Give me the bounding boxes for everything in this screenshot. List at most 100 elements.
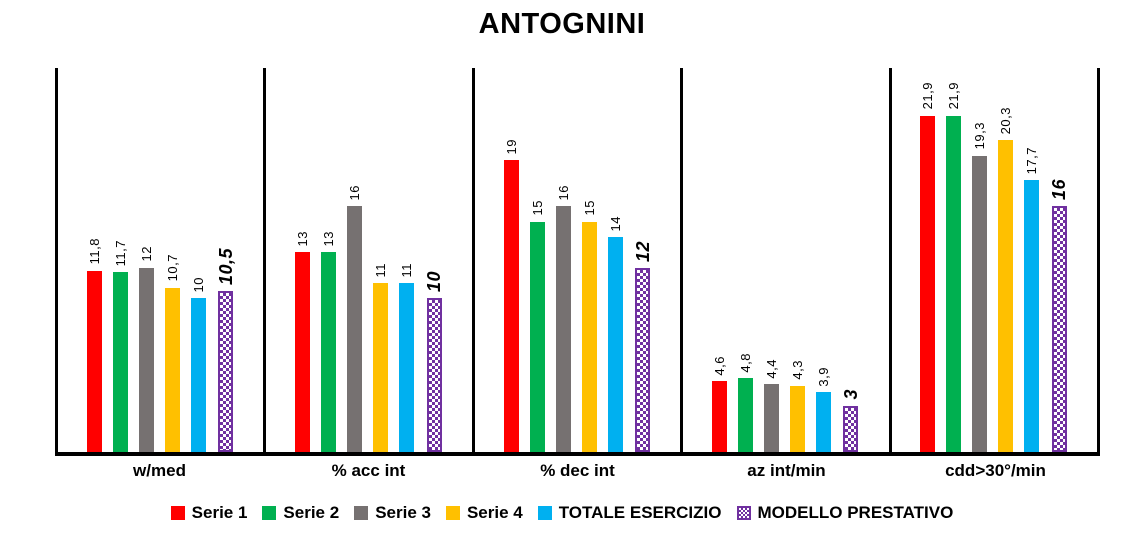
bar-value-label: 14 [607, 215, 623, 231]
legend-item: MODELLO PRESTATIVO [736, 503, 954, 523]
bar [843, 405, 859, 452]
bar [920, 115, 936, 452]
bar-value-label: 19 [503, 138, 519, 155]
bar-value-label: 13 [295, 230, 311, 247]
legend-swatch [354, 506, 369, 520]
legend-item: Serie 2 [262, 503, 339, 523]
category-axis: w/med % acc int % dec int az int/min cdd>30°… [55, 461, 1100, 481]
bar-cell: 21,9 [920, 68, 936, 452]
bar-value-label: 16 [347, 184, 363, 201]
legend-swatch [170, 506, 185, 520]
legend-swatch [736, 506, 751, 520]
bar [972, 155, 988, 452]
bar [399, 283, 415, 452]
bar-value-label: 4,3 [789, 360, 805, 380]
bar-value-label: 15 [581, 200, 597, 216]
bar [581, 221, 597, 452]
bar-cell: 13 [295, 68, 311, 452]
bar-value-label: 19,3 [972, 122, 988, 150]
bar [789, 385, 805, 452]
bar-cell: 10 [424, 68, 445, 452]
plot-area: 11,8 11,7 12 10,7 10 10,5 13 13 16 11 11 10 19 15 16 15… [55, 68, 1100, 456]
legend-swatch [445, 506, 460, 520]
legend-label: TOTALE ESERCIZIO [558, 503, 722, 522]
chart-title: ANTOGNINI [478, 8, 646, 40]
bar-value-label: 11 [373, 262, 389, 278]
bar-cell: 4,4 [763, 68, 779, 452]
bar [1024, 180, 1040, 452]
category-label: az int/min [747, 461, 826, 480]
chart-panel-3: 19 15 16 15 14 12 [471, 68, 680, 452]
bar-value-label: 11 [399, 262, 415, 278]
bar-cell: 10,5 [216, 68, 236, 452]
category-label: w/med [133, 461, 186, 480]
legend: Serie 1 Serie 2 Serie 3 Serie 4 TOTALE ESERC… [0, 503, 1124, 523]
bar-value-label: 12 [632, 240, 653, 262]
bar [607, 236, 623, 452]
bar [86, 270, 102, 452]
bar [946, 115, 962, 452]
bar [503, 160, 519, 452]
legend-label: Serie 1 [191, 503, 248, 522]
bar [321, 252, 337, 452]
legend-swatch [537, 506, 552, 520]
bar-value-label: 11,8 [86, 238, 102, 265]
bar-cell: 11,8 [86, 68, 102, 452]
bar-value-label: 17,7 [1024, 146, 1040, 175]
bar-cell: 11,7 [112, 68, 128, 452]
bar-cell: 15 [581, 68, 597, 452]
bar-cell: 14 [607, 68, 623, 452]
legend-label: Serie 2 [283, 503, 340, 522]
bar [763, 384, 779, 452]
bar-value-label: 20,3 [998, 106, 1014, 135]
bar-value-label: 16 [555, 184, 571, 201]
bar [426, 298, 442, 452]
bar-cell: 3 [840, 68, 861, 452]
category-label: cdd>30°/min [945, 461, 1046, 480]
bar-cell: 12 [632, 68, 653, 452]
bar-cell: 11 [399, 68, 415, 452]
bar-cell: 4,3 [789, 68, 805, 452]
chart-panel-1: 11,8 11,7 12 10,7 10 10,5 [55, 68, 263, 452]
bar-cell: 10,7 [164, 68, 180, 452]
bar [138, 267, 154, 452]
bar-value-label: 4,8 [737, 352, 753, 373]
legend-item: Serie 1 [170, 503, 248, 523]
bar [711, 381, 727, 452]
bar-cell: 21,9 [946, 68, 962, 452]
legend-swatch [262, 506, 277, 520]
bar [529, 221, 545, 452]
category-label: % acc int [331, 461, 406, 480]
legend-item: TOTALE ESERCIZIO [537, 503, 722, 523]
bar-value-label: 4,4 [763, 358, 779, 379]
bar-value-label: 13 [321, 230, 337, 247]
bar-value-label: 11,7 [112, 239, 128, 267]
bar [295, 252, 311, 452]
bar-cell: 16 [1049, 68, 1069, 452]
bar-cell: 3,9 [815, 68, 831, 452]
legend-item: Serie 4 [445, 503, 523, 523]
bar [373, 283, 389, 452]
chart-panel-4: 4,6 4,8 4,4 4,3 3,9 3 [680, 68, 888, 452]
bar [998, 140, 1014, 452]
bar-value-label: 15 [529, 200, 545, 216]
bar [190, 298, 206, 452]
bar-cell: 13 [321, 68, 337, 452]
bar [218, 290, 234, 452]
bar-value-label: 10 [424, 271, 445, 293]
bar-cell: 19 [503, 68, 519, 452]
bar [1051, 206, 1067, 452]
bar-cell: 11 [373, 68, 389, 452]
bar-value-label: 21,9 [946, 82, 962, 110]
bar-value-label: 10 [190, 276, 206, 293]
bar-value-label: 21,9 [920, 82, 936, 110]
legend-label: MODELLO PRESTATIVO [757, 503, 954, 522]
bar-value-label: 3 [840, 389, 861, 400]
bar-cell: 19,3 [972, 68, 988, 452]
bar-cell: 20,3 [998, 68, 1014, 452]
bar-cell: 4,6 [711, 68, 727, 452]
bar [635, 267, 651, 452]
bar-value-label: 3,9 [815, 366, 831, 387]
bar-value-label: 12 [138, 246, 154, 262]
